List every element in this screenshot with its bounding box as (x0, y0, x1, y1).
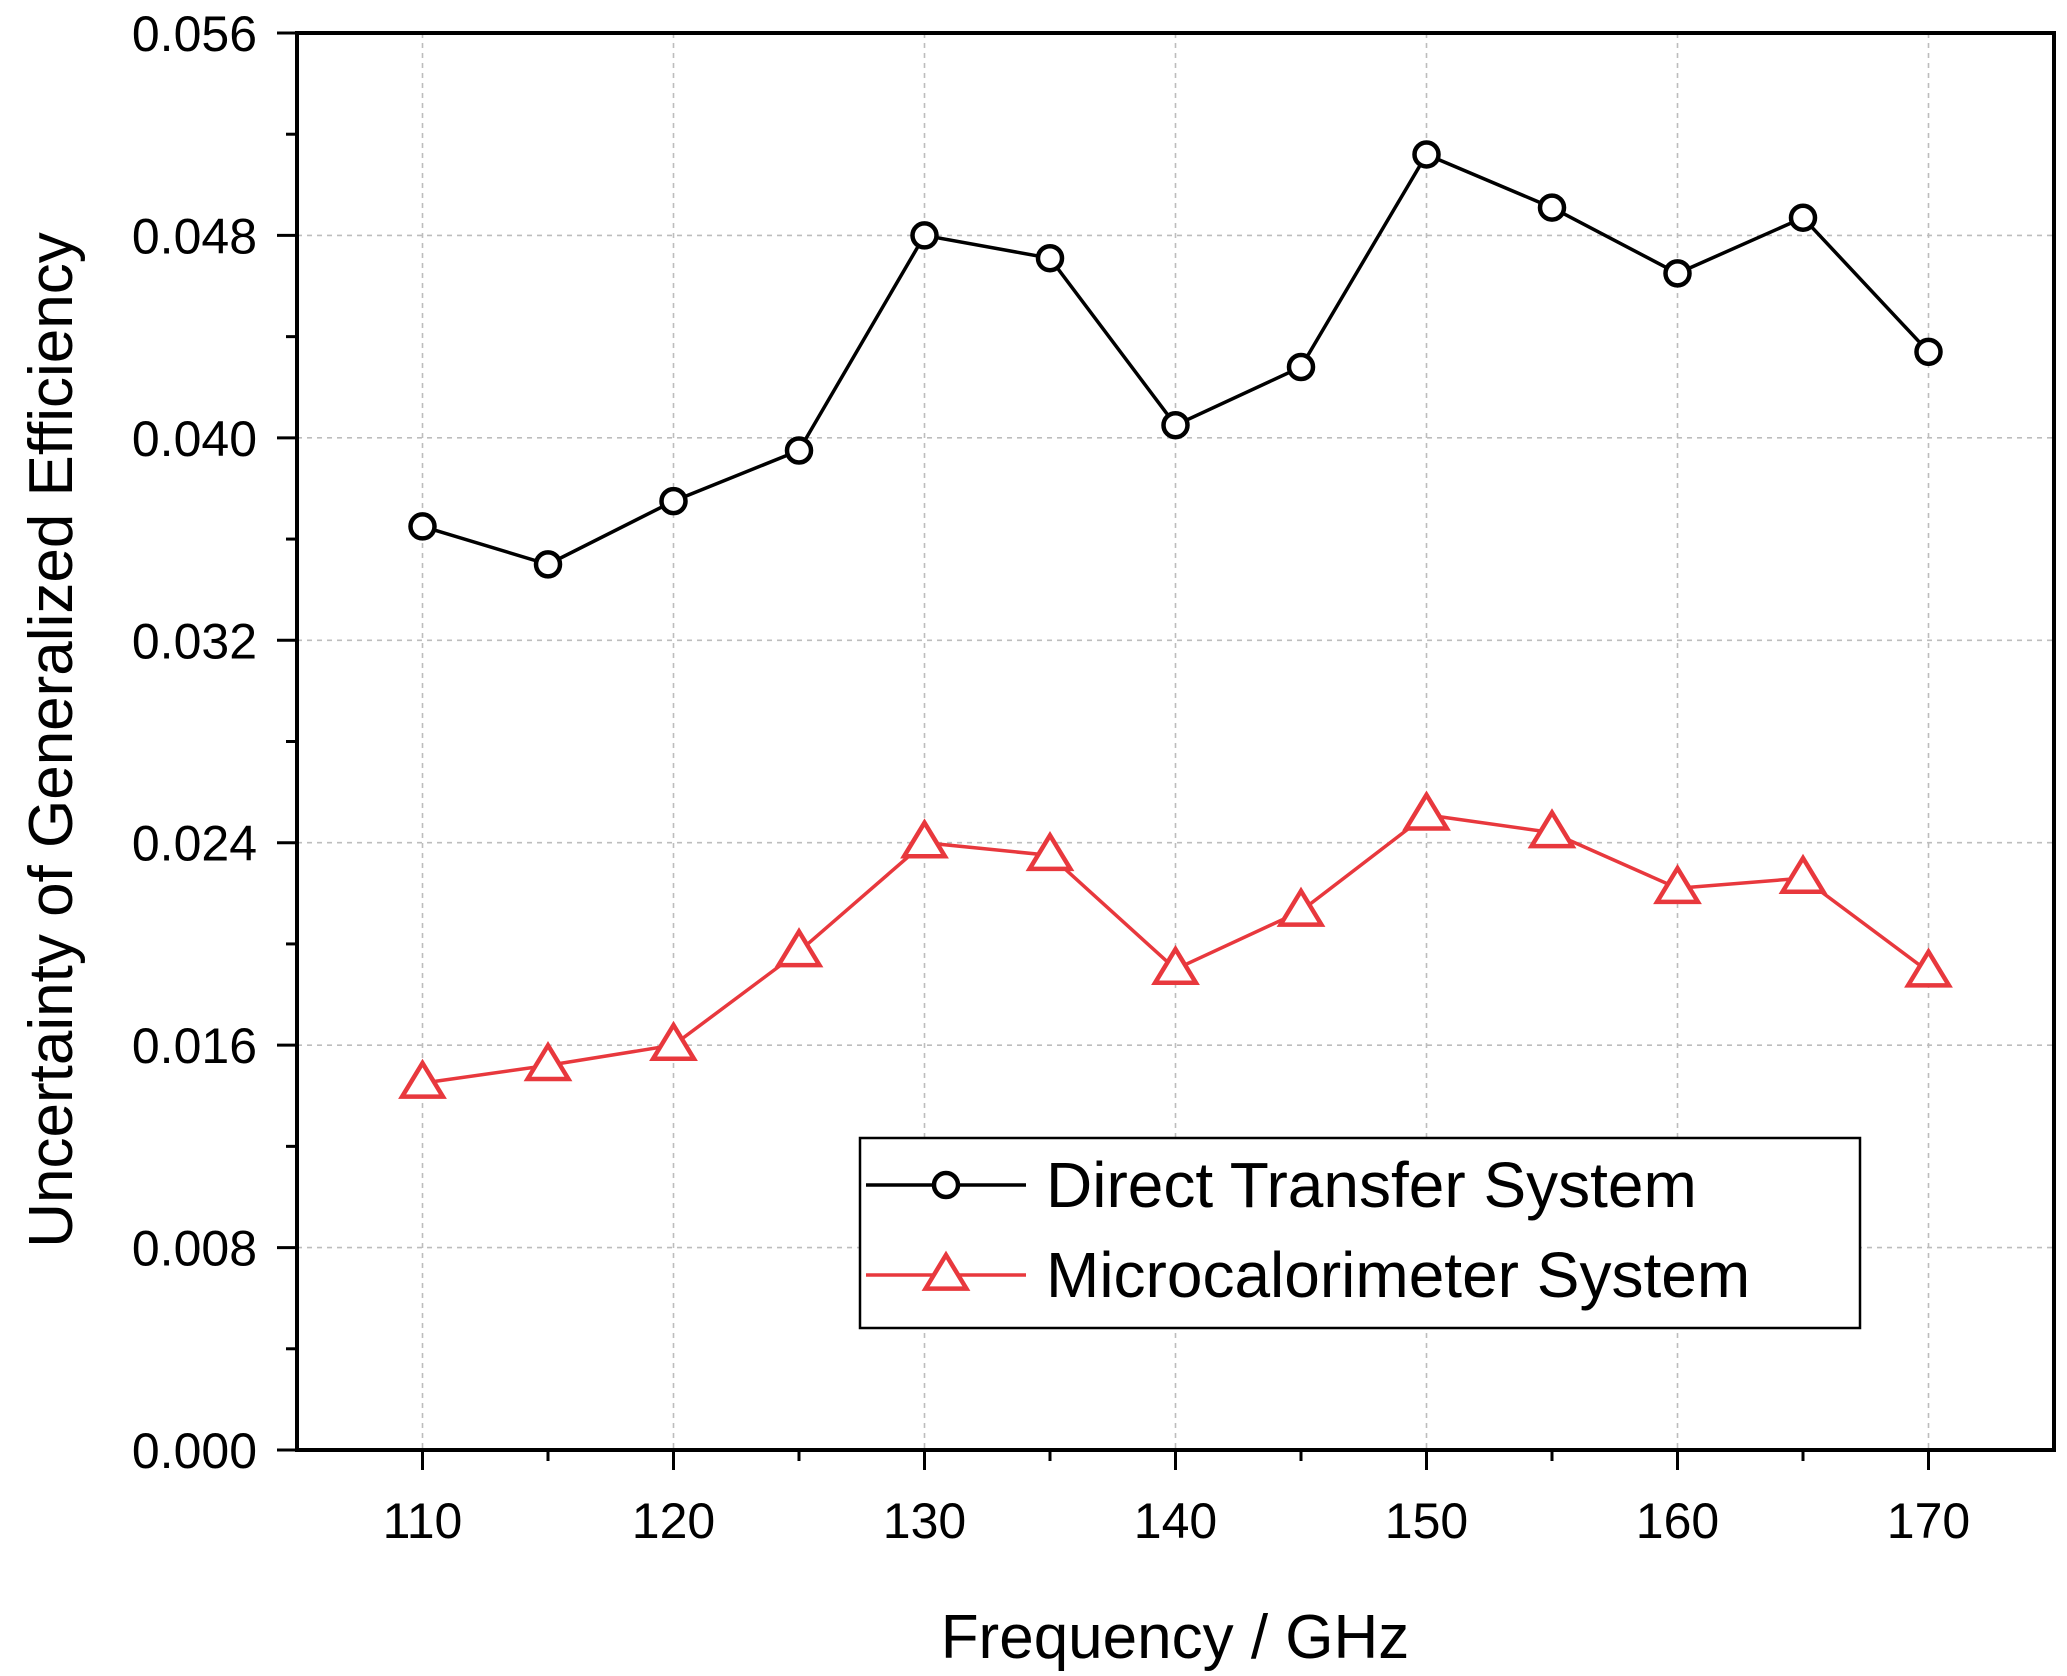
data-point-direct-transfer-system (1035, 243, 1065, 273)
x-tick-label: 170 (1887, 1493, 1970, 1549)
series-microcalorimeter-system (398, 790, 1953, 1099)
y-tick-label: 0.032 (132, 613, 257, 669)
data-point-direct-transfer-system (1788, 203, 1818, 232)
x-tick-label: 130 (883, 1493, 966, 1549)
data-point-microcalorimeter-system (1653, 863, 1702, 905)
x-axis-title: Frequency / GHz (941, 1603, 1410, 1672)
data-point-direct-transfer-system (659, 486, 688, 516)
y-tick-label: 0.000 (132, 1423, 257, 1479)
legend-box (858, 1136, 1862, 1330)
data-point-direct-transfer-system (910, 221, 939, 250)
data-point-microcalorimeter-system (649, 1020, 698, 1061)
data-point-direct-transfer-system (1412, 140, 1441, 169)
data-point-microcalorimeter-system (1151, 944, 1200, 986)
legend-item-direct-transfer-system: Direct Transfer System (866, 1149, 1697, 1221)
y-tick-label: 0.040 (132, 411, 257, 467)
y-tick-label: 0.008 (132, 1221, 257, 1277)
y-tick-label: 0.056 (132, 6, 257, 62)
x-tick-label: 120 (632, 1493, 715, 1549)
data-point-microcalorimeter-system (398, 1058, 447, 1099)
data-point-direct-transfer-system (1914, 337, 1943, 367)
data-point-microcalorimeter-system (523, 1041, 573, 1082)
data-point-direct-transfer-system (1537, 193, 1567, 222)
data-point-microcalorimeter-system (1402, 790, 1451, 831)
x-tick-label: 140 (1134, 1493, 1217, 1549)
y-tick-label: 0.048 (132, 208, 257, 264)
data-point-microcalorimeter-system (774, 927, 824, 968)
data-point-microcalorimeter-system (1778, 853, 1828, 894)
data-point-microcalorimeter-system (1276, 886, 1326, 927)
x-tick-label: 160 (1636, 1493, 1719, 1549)
data-point-direct-transfer-system (408, 512, 437, 541)
series-layer (398, 140, 1953, 1099)
axis-ticks: 110 120 130 140 150 160 170 0.000 0.008 0.016 0.02… (132, 6, 1970, 1549)
legend-label: Microcalorimeter System (1046, 1239, 1750, 1311)
y-axis-title: Uncertainty of Generalized Efficiency (17, 232, 86, 1247)
data-point-direct-transfer-system (1663, 259, 1692, 288)
series-direct-transfer-system (408, 140, 1943, 579)
data-point-microcalorimeter-system (900, 818, 949, 859)
y-tick-label: 0.016 (132, 1018, 257, 1074)
legend-marker-triangle (921, 1250, 971, 1291)
data-point-direct-transfer-system (1286, 352, 1316, 382)
x-tick-label: 150 (1385, 1493, 1468, 1549)
legend-label: Direct Transfer System (1046, 1149, 1697, 1221)
data-point-microcalorimeter-system (1025, 831, 1075, 872)
data-point-microcalorimeter-system (1527, 808, 1577, 849)
data-point-direct-transfer-system (784, 436, 814, 465)
x-tick-label: 110 (383, 1493, 463, 1549)
legend-item-microcalorimeter-system: Microcalorimeter System (866, 1239, 1750, 1311)
y-tick-label: 0.024 (132, 816, 257, 872)
legend: Direct Transfer System Microcalorimeter S… (858, 1136, 1862, 1330)
data-point-direct-transfer-system (533, 550, 563, 579)
data-point-direct-transfer-system (1161, 410, 1190, 440)
legend-marker-circle (931, 1170, 961, 1200)
data-point-microcalorimeter-system (1904, 947, 1953, 988)
